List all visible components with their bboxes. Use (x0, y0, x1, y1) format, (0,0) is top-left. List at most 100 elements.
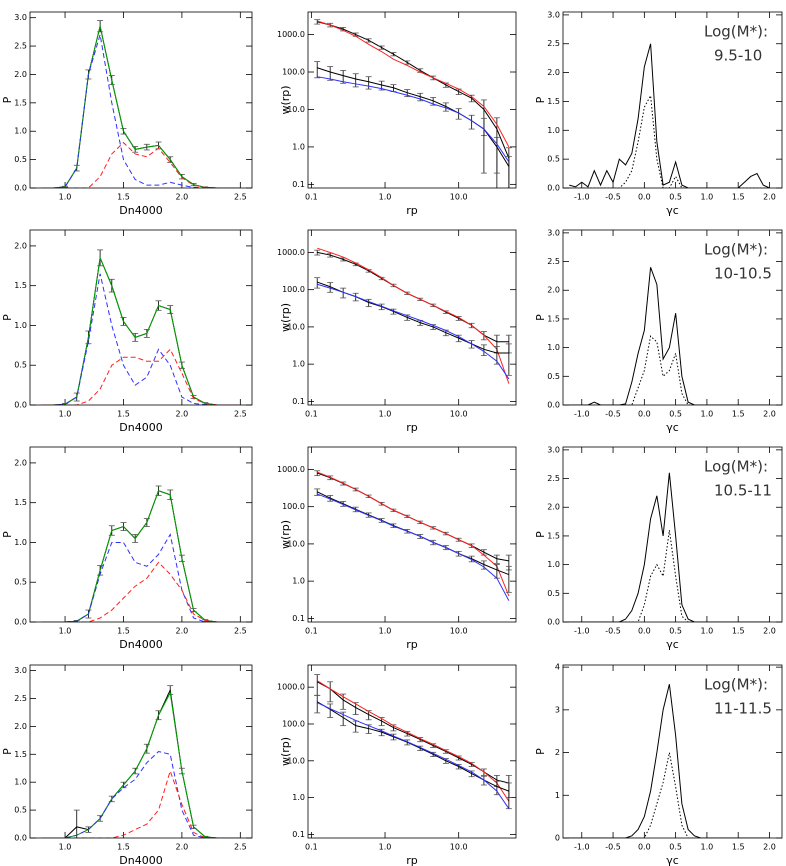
plot-area (41, 685, 241, 838)
series-line (569, 684, 770, 838)
axes-frame (562, 664, 783, 839)
x-tick-label: -0.5 (605, 193, 621, 202)
x-tick-label: 1.0 (59, 627, 72, 636)
plot-area (314, 674, 512, 810)
x-axis-label: Dn4000 (119, 204, 162, 217)
x-tick-label: 1.0 (59, 193, 72, 202)
x-tick-label: 1.5 (117, 410, 130, 419)
annotation: 11-11.5 (714, 700, 772, 718)
series-line (41, 141, 241, 188)
annotation: Log(M*): (704, 23, 768, 41)
series-line (317, 493, 510, 601)
annotation: Log(M*): (704, 676, 768, 694)
y-tick-label: 3.0 (547, 228, 560, 237)
y-tick-label: 3.0 (547, 10, 560, 19)
series-line (569, 93, 770, 188)
x-tick-label: 1.5 (732, 410, 745, 419)
x-tick-label: -1.0 (574, 627, 590, 636)
series-line (317, 247, 510, 384)
plot-area (41, 485, 241, 622)
y-tick-label: 4 (555, 663, 560, 672)
x-tick-label: 1.0 (59, 410, 72, 419)
y-axis-label: w(rp) (279, 737, 292, 766)
x-axis-label: rp (406, 204, 418, 217)
x-tick-label: 2.0 (176, 627, 189, 636)
x-axis-label: rp (406, 638, 418, 651)
axes-frame (29, 229, 253, 406)
y-axis-label: P (534, 531, 547, 538)
y-tick-label: 1.0 (292, 142, 305, 151)
series-line (569, 752, 770, 838)
y-axis-label: P (534, 96, 547, 103)
x-tick-label: 1.5 (732, 843, 745, 852)
x-tick-label: 10.0 (450, 843, 468, 852)
x-tick-label: 1.0 (701, 627, 714, 636)
panel: 1.0 1.5 2.0 2.5 0.0 0.5 1.0 1.5 2.0 Dn4000 P (1, 229, 253, 434)
x-tick-label: 1.0 (59, 843, 72, 852)
series-line (317, 251, 509, 343)
x-tick-label: 2.5 (234, 410, 247, 419)
x-tick-label: 1.5 (117, 843, 130, 852)
axes-frame (307, 11, 517, 189)
series-line (41, 34, 241, 188)
y-tick-label: 3.0 (547, 445, 560, 454)
y-axis-label: w(rp) (279, 85, 292, 114)
annotation: 10.5-11 (714, 482, 772, 500)
y-tick-label: 1 (555, 791, 560, 800)
series-line (317, 283, 510, 380)
y-tick-label: 1.5 (547, 97, 560, 106)
y-tick-label: 1.0 (547, 560, 560, 569)
y-tick-label: 0.5 (14, 155, 27, 164)
series-line (316, 701, 510, 792)
y-tick-label: 0.0 (14, 184, 27, 193)
x-tick-label: 0.0 (638, 193, 651, 202)
y-tick-label: 1.0 (547, 126, 560, 135)
y-tick-label: 0.0 (14, 834, 27, 843)
y-tick-label: 1.5 (14, 98, 27, 107)
series-line (569, 530, 770, 622)
x-tick-label: 1.5 (732, 627, 745, 636)
y-tick-label: 2.0 (14, 722, 27, 731)
x-tick-label: 10.0 (450, 193, 468, 202)
plot-area (314, 470, 512, 601)
y-tick-label: 0.1 (292, 180, 305, 189)
x-tick-label: 0.0 (638, 843, 651, 852)
x-axis-label: rp (406, 421, 418, 434)
x-axis-label: rp (406, 854, 418, 866)
y-tick-label: 2.5 (547, 474, 560, 483)
series-line (317, 472, 509, 562)
y-tick-label: 100.0 (282, 719, 305, 728)
x-tick-label: 2.0 (763, 410, 776, 419)
panel: -1.0 -0.5 0.0 0.5 1.0 1.5 2.0 0.0 0.5 1.0 1.5 2.0 2.… (534, 10, 783, 217)
x-tick-label: 0.1 (305, 843, 318, 852)
y-tick-label: 1.0 (14, 778, 27, 787)
y-tick-label: 1.0 (547, 343, 560, 352)
y-tick-label: 3.0 (14, 666, 27, 675)
panel: 0.1 1.0 10.0 0.1 1.0 10.0 100.0 1000.0 rp w(rp) (277, 664, 517, 866)
y-axis-label: P (534, 314, 547, 321)
series-line (569, 43, 770, 188)
x-tick-label: 0.1 (305, 410, 318, 419)
y-tick-label: 3.0 (14, 13, 27, 22)
y-tick-label: 1000.0 (277, 30, 305, 39)
x-tick-label: 1.0 (701, 193, 714, 202)
y-tick-label: 10.0 (287, 105, 305, 114)
series-line (41, 273, 241, 405)
annotation: Log(M*): (704, 241, 768, 259)
y-tick-label: 100.0 (282, 68, 305, 77)
x-tick-label: -0.5 (605, 627, 621, 636)
y-tick-label: 2.5 (547, 39, 560, 48)
annotation: 9.5-10 (714, 47, 762, 65)
series-line (317, 76, 510, 163)
y-tick-label: 10.0 (287, 539, 305, 548)
axes-frame (29, 446, 253, 623)
y-tick-label: 1.0 (14, 321, 27, 330)
series-line (317, 471, 510, 597)
y-tick-label: 0.0 (547, 618, 560, 627)
series-line (41, 688, 241, 838)
x-tick-label: 1.0 (701, 843, 714, 852)
y-tick-label: 0.5 (547, 589, 560, 598)
y-tick-label: 10.0 (287, 322, 305, 331)
series-line (41, 490, 241, 622)
